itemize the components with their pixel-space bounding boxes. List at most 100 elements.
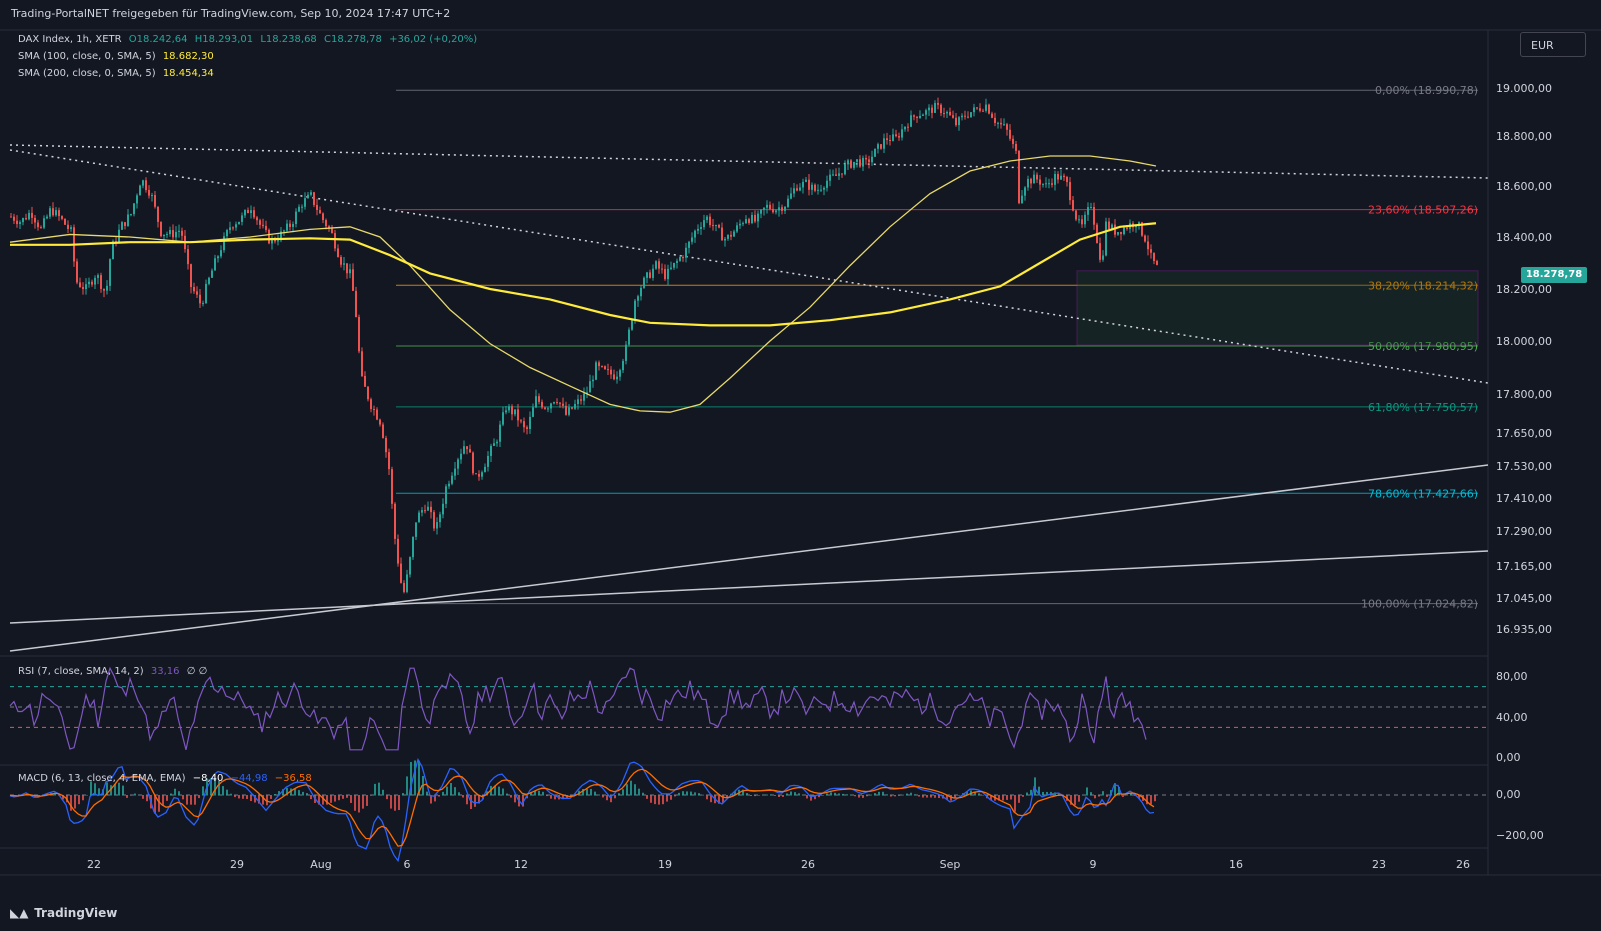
candle-body <box>940 104 942 114</box>
candle-body <box>415 522 417 537</box>
candle-body <box>553 402 555 404</box>
macd-label: MACD (6, 13, close, 4, EMA, EMA) <box>18 773 186 784</box>
symbol-legend: DAX Index, 1h, XETR O18.242,64 H18.293,0… <box>18 34 481 45</box>
candle-body <box>205 283 207 304</box>
candle-body <box>139 185 141 196</box>
macd-histogram-bar <box>246 795 248 800</box>
candle-body <box>646 272 648 278</box>
macd-histogram-bar <box>322 795 324 805</box>
candle-body <box>469 449 471 453</box>
candle-body <box>796 188 798 191</box>
candle-body <box>49 208 51 217</box>
macd-histogram-bar <box>586 788 588 796</box>
candle-body <box>454 468 456 476</box>
candle-body <box>46 216 48 219</box>
candle-body <box>967 116 969 118</box>
time-axis-tick: 9 <box>1090 858 1097 871</box>
macd-histogram-bar <box>210 778 212 796</box>
candle-body <box>316 204 318 211</box>
macd-histogram-bar <box>238 795 240 799</box>
last-price-tag: 18.278,78 <box>1521 267 1587 283</box>
sma200-legend[interactable]: SMA (200, close, 0, SMA, 5) 18.454,34 <box>18 68 218 79</box>
candle-body <box>10 216 12 218</box>
candle-body <box>1090 207 1092 209</box>
macd-histogram-bar <box>602 795 604 798</box>
macd-histogram-bar <box>1138 795 1140 799</box>
sma200-line <box>10 222 1157 327</box>
macd-histogram-bar <box>694 792 696 796</box>
macd-histogram-bar <box>306 793 308 796</box>
macd-histogram-bar <box>954 795 956 799</box>
candle-body <box>637 296 639 301</box>
macd-histogram-bar <box>406 776 408 796</box>
price-axis-tick: 16.935,00 <box>1496 623 1552 636</box>
macd-histogram-bar <box>754 795 756 797</box>
candle-body <box>136 195 138 204</box>
brand-name: TradingView <box>34 906 118 920</box>
candle-body <box>754 214 756 222</box>
macd-histogram-bar <box>398 795 400 811</box>
macd-histogram-bar <box>982 794 984 796</box>
candle-body <box>355 290 357 317</box>
candle-body <box>460 453 462 460</box>
candle-body <box>745 219 747 224</box>
currency-button[interactable]: EUR <box>1520 32 1586 57</box>
candle-body <box>811 184 813 190</box>
macd-histogram-bar <box>902 794 904 796</box>
candle-body <box>538 396 540 402</box>
macd-histogram-bar <box>86 794 88 796</box>
macd-histogram-bar <box>634 784 636 796</box>
macd-histogram-bar <box>94 783 96 796</box>
macd-histogram-bar <box>978 793 980 796</box>
macd-histogram-bar <box>786 793 788 796</box>
macd-histogram-bar <box>274 794 276 796</box>
candle-body <box>91 281 93 285</box>
candle-body <box>430 506 432 513</box>
macd-histogram-bar <box>910 792 912 796</box>
macd-histogram-bar <box>270 795 272 799</box>
candle-body <box>907 126 909 128</box>
tradingview-logo[interactable]: ◣▲ TradingView <box>10 906 117 920</box>
candle-body <box>910 115 912 127</box>
macd-histogram-bar <box>774 795 776 796</box>
tradingview-icon: ◣▲ <box>10 906 29 920</box>
candle-body <box>1006 124 1008 130</box>
candle-body <box>238 221 240 225</box>
macd-histogram-bar <box>710 795 712 803</box>
candle-body <box>268 229 270 244</box>
price-axis-tick: 17.530,00 <box>1496 460 1552 473</box>
macd-histogram-bar <box>746 793 748 796</box>
candle-body <box>376 409 378 420</box>
candle-body <box>523 421 525 428</box>
candle-body <box>673 262 675 268</box>
macd-histogram-bar <box>574 793 576 796</box>
candle-body <box>1024 187 1026 196</box>
candle-body <box>235 224 237 228</box>
candle-body <box>823 187 825 190</box>
price-axis-tick: 19.000,00 <box>1496 82 1552 95</box>
candle-body <box>985 104 987 111</box>
candle-body <box>1135 225 1137 228</box>
sma100-legend[interactable]: SMA (100, close, 0, SMA, 5) 18.682,30 <box>18 51 218 62</box>
candle-body <box>850 160 852 168</box>
macd-histogram-bar <box>106 782 108 796</box>
macd-histogram-bar <box>1150 795 1152 805</box>
candle-body <box>742 223 744 225</box>
macd-histogram-bar <box>762 794 764 796</box>
candle-body <box>901 129 903 138</box>
macd-legend[interactable]: MACD (6, 13, close, 4, EMA, EMA) −8,40 −… <box>18 773 316 784</box>
macd-histogram-bar <box>126 795 128 798</box>
rsi-legend[interactable]: RSI (7, close, SMA, 14, 2) 33,16 ∅ ∅ <box>18 666 211 677</box>
candle-body <box>892 134 894 141</box>
candle-body <box>340 256 342 265</box>
candle-body <box>1108 221 1110 229</box>
macd-histogram-bar <box>318 795 320 805</box>
macd-histogram-bar <box>174 788 176 796</box>
candle-body <box>814 184 816 191</box>
macd-histogram-bar <box>610 795 612 803</box>
candle-body <box>847 160 849 165</box>
macd-histogram-bar <box>1010 795 1012 800</box>
macd-histogram-bar <box>562 795 564 800</box>
